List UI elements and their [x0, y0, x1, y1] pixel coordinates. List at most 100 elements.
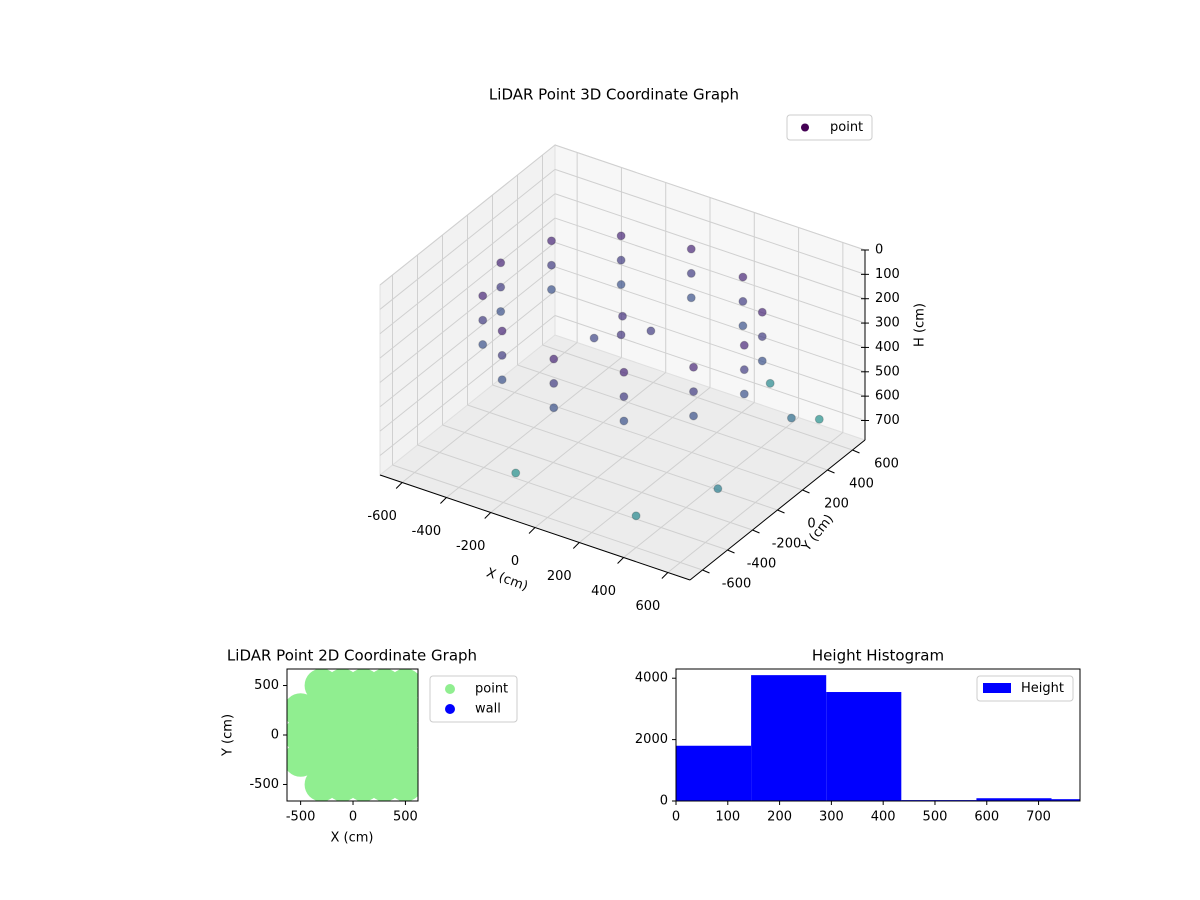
tick-mark — [395, 482, 403, 489]
point — [388, 742, 418, 777]
tick-mark — [777, 509, 785, 514]
x-tick-label: 0 — [349, 810, 357, 825]
x-tick-label: 200 — [767, 810, 792, 825]
grid-line — [379, 266, 556, 408]
point — [814, 414, 824, 424]
y-tick-label: 600 — [874, 457, 899, 472]
y-axis-label: Y (cm) — [221, 714, 236, 757]
grid-line — [379, 290, 556, 432]
x-tick-label: -400 — [412, 524, 442, 539]
point — [738, 296, 748, 306]
tick-mark — [661, 572, 669, 579]
point — [478, 315, 488, 325]
bar — [826, 692, 902, 801]
z-axis-label: H (cm) — [913, 303, 928, 347]
point — [549, 354, 559, 364]
tick-mark — [827, 469, 835, 474]
point — [786, 413, 796, 423]
bar — [1051, 799, 1080, 801]
grid-line — [379, 193, 556, 335]
grid-line — [517, 364, 828, 471]
x-tick-label: 300 — [819, 810, 844, 825]
axes-frame — [675, 668, 1081, 802]
grid-line — [417, 444, 728, 551]
point — [388, 693, 418, 728]
point — [388, 718, 418, 752]
legend: Height — [976, 675, 1074, 702]
point — [619, 416, 629, 426]
bar — [751, 675, 827, 801]
z-tick-label: 500 — [875, 364, 900, 379]
y-tick-label: 4000 — [635, 671, 668, 686]
grid-line — [379, 168, 556, 310]
y-tick-label: -400 — [747, 557, 777, 572]
chart-title: Height Histogram — [812, 647, 944, 665]
legend-label: point — [475, 682, 508, 697]
point — [689, 387, 699, 397]
plot-area — [287, 669, 418, 801]
point — [497, 375, 507, 385]
z-tick-label: 300 — [875, 316, 900, 331]
point — [686, 268, 696, 278]
x-tick-label: 100 — [715, 810, 740, 825]
tick-mark — [702, 569, 710, 574]
y-tick-label: 400 — [849, 477, 874, 492]
x-axis-label: X (cm) — [484, 566, 530, 595]
point — [757, 356, 767, 366]
point — [616, 231, 626, 241]
grid-line — [379, 144, 556, 286]
point — [689, 362, 699, 372]
x-tick-label: 600 — [974, 810, 999, 825]
z-tick-label: 0 — [875, 243, 883, 258]
chart-title: LiDAR Point 2D Coordinate Graph — [227, 647, 477, 665]
tick-mark — [752, 529, 760, 534]
x-tick-label: 400 — [591, 584, 616, 599]
point — [765, 378, 775, 388]
point — [511, 468, 521, 478]
point — [549, 378, 559, 388]
point — [618, 311, 627, 321]
y-tick-label: -600 — [722, 577, 752, 592]
point — [646, 326, 656, 336]
x-tick-label: -200 — [456, 539, 486, 554]
point — [689, 411, 699, 421]
x-tick-label: 400 — [871, 810, 896, 825]
legend-marker — [445, 704, 455, 714]
grid-line — [379, 242, 556, 383]
x-tick-label: 500 — [923, 810, 948, 825]
tick-mark — [802, 489, 810, 494]
point — [496, 307, 506, 317]
grid-line — [467, 404, 778, 511]
legend-label: point — [830, 120, 863, 135]
y-tick-label: 0 — [807, 517, 815, 532]
tick-mark — [440, 497, 447, 504]
point — [739, 340, 749, 350]
grid-line — [554, 217, 866, 324]
legend-label: Height — [1021, 681, 1064, 696]
plot-area — [676, 675, 1080, 801]
x-tick-label: -600 — [367, 509, 397, 524]
point — [497, 326, 507, 336]
point — [496, 258, 506, 268]
tick-mark — [852, 449, 860, 454]
x-tick-label: -500 — [286, 810, 316, 825]
grid-line — [379, 315, 556, 456]
x-tick-label: 0 — [672, 810, 680, 825]
point — [616, 330, 626, 340]
grid-line — [442, 424, 753, 531]
y-tick-label: -200 — [772, 537, 802, 552]
grid-line — [492, 384, 803, 491]
legend-marker — [801, 123, 809, 132]
grid-line — [554, 144, 866, 251]
axis-line — [689, 439, 866, 581]
point — [546, 285, 556, 295]
point — [739, 365, 749, 375]
x-tick-label: 600 — [635, 599, 660, 614]
chart-title: LiDAR Point 3D Coordinate Graph — [489, 86, 739, 104]
grid-line — [554, 168, 866, 275]
legend-box — [976, 675, 1074, 702]
grid-line — [554, 290, 866, 397]
tick-mark — [617, 557, 624, 564]
point — [631, 511, 641, 521]
z-tick-label: 100 — [875, 267, 900, 282]
